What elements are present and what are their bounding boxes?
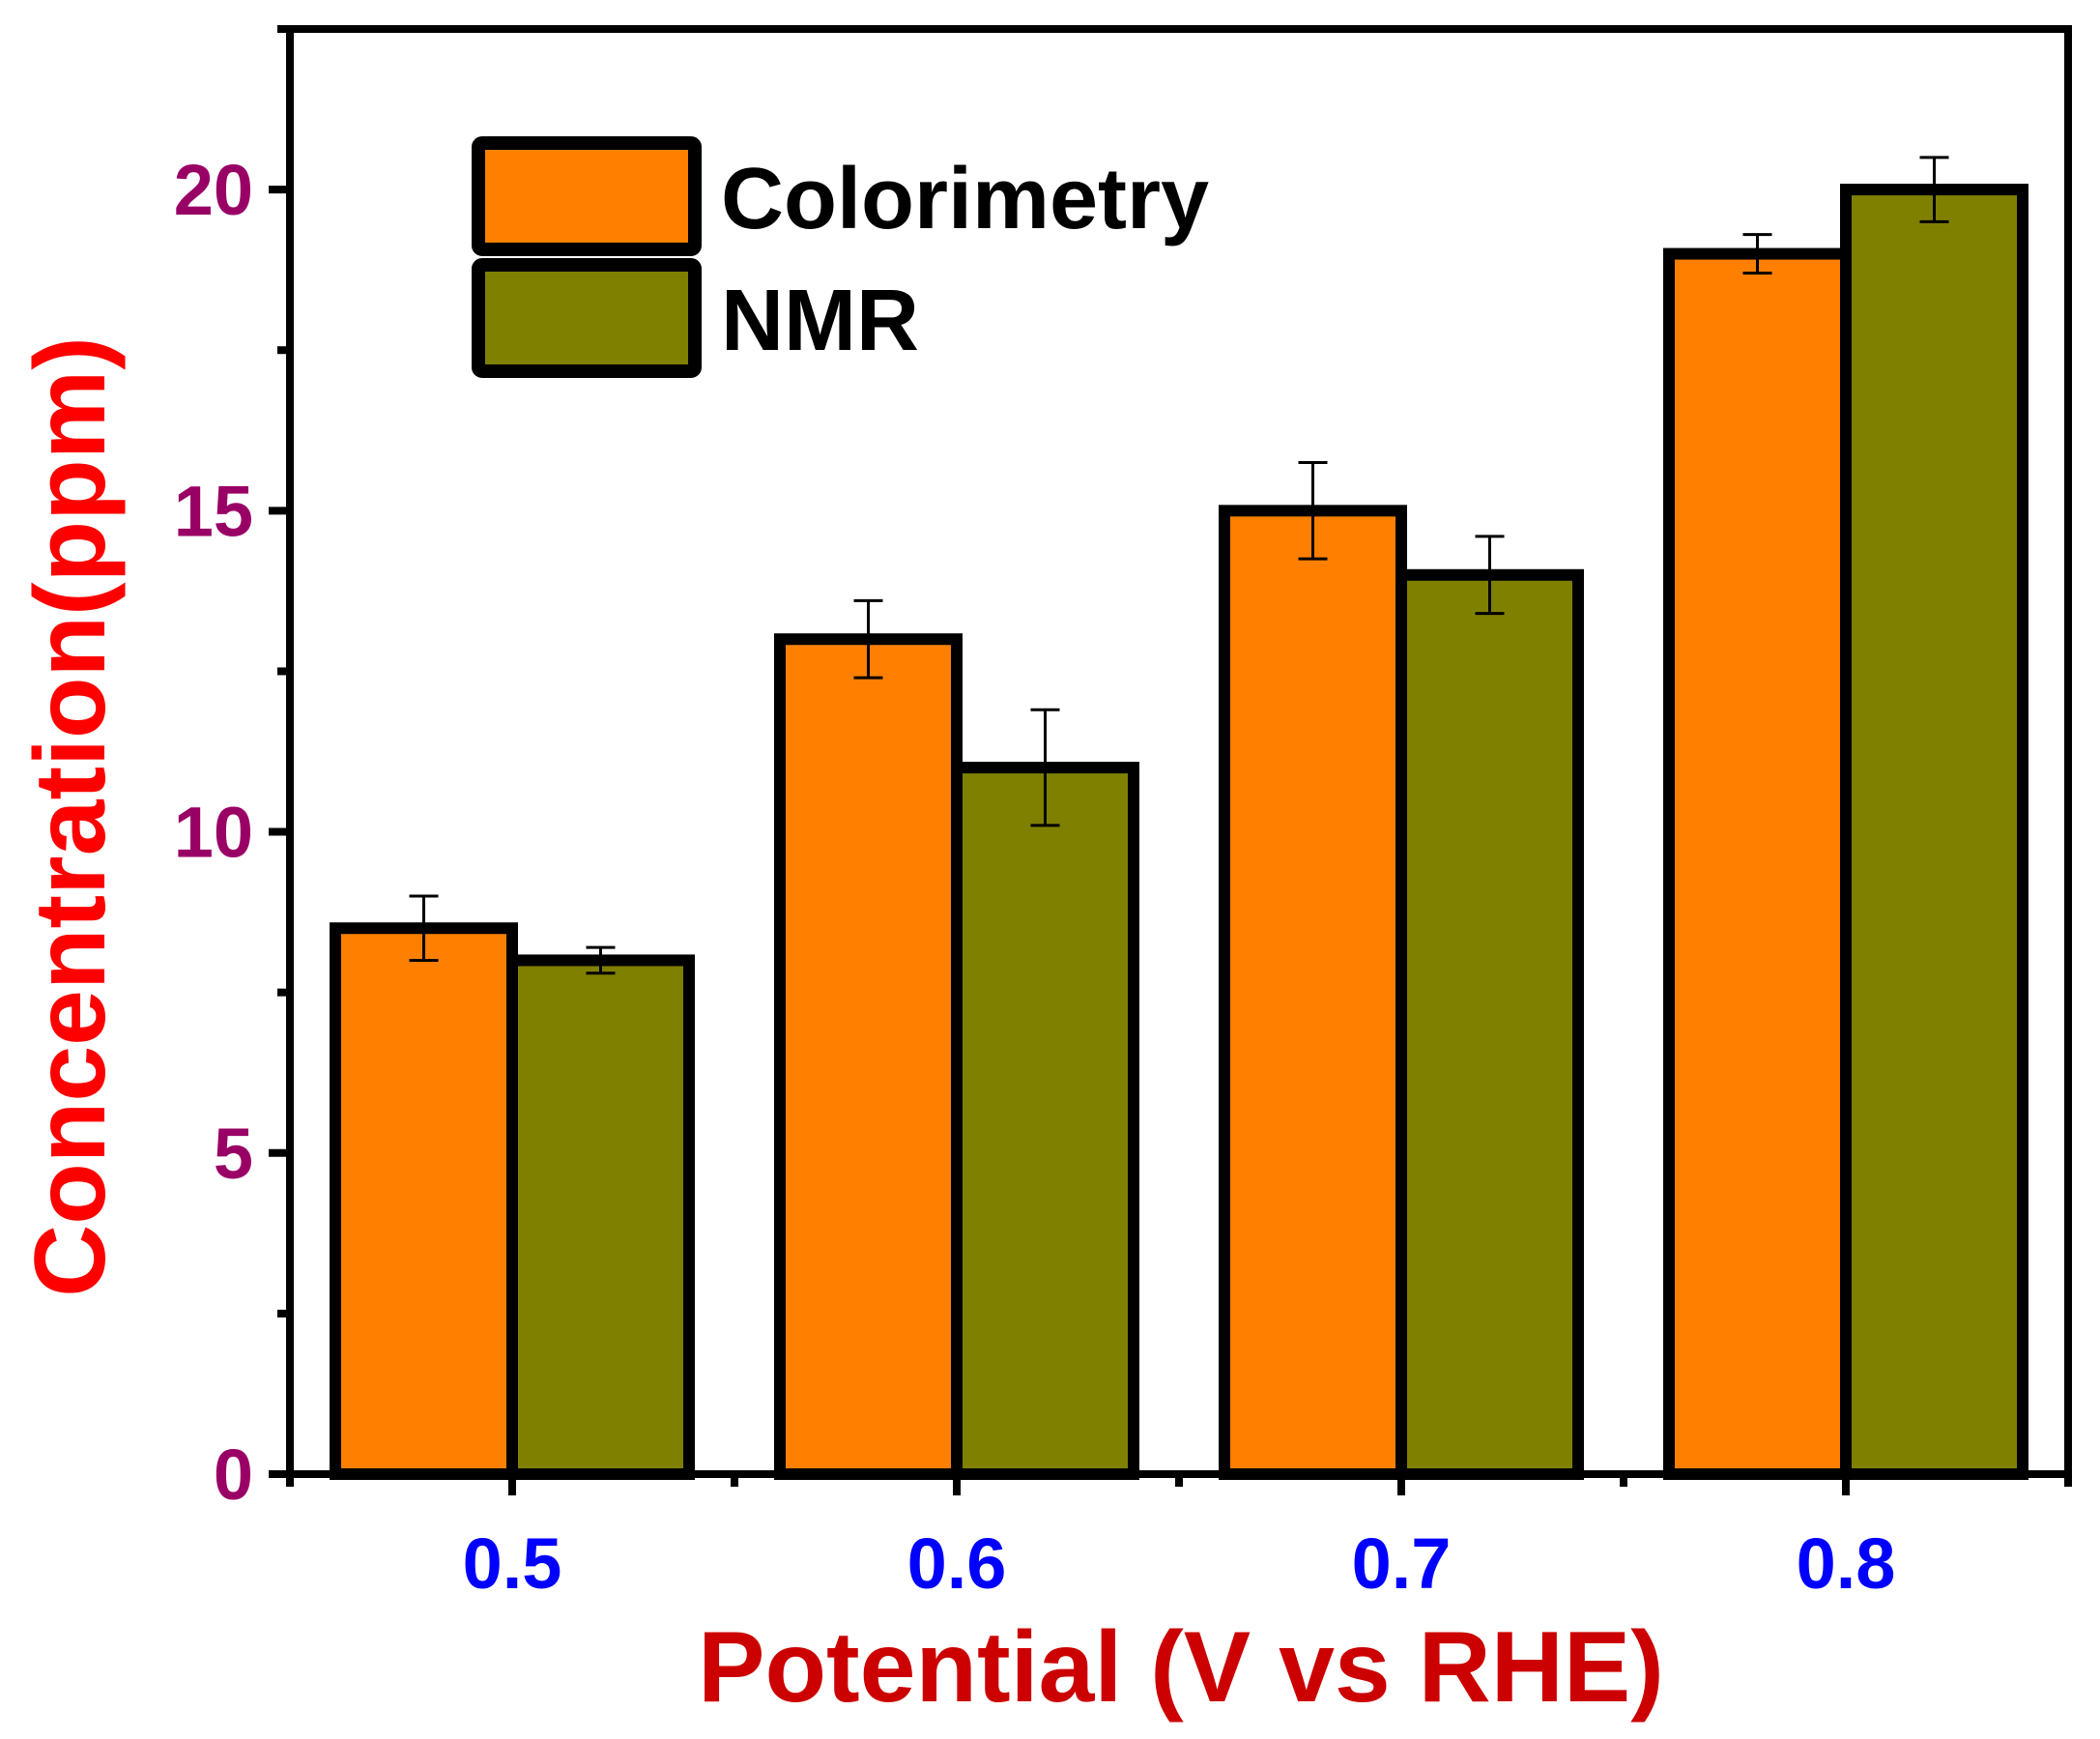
error-bar-nmr-0.8 <box>1919 156 1949 223</box>
y-tick-label-0: 0 <box>214 1435 253 1515</box>
legend-swatch-nmr <box>472 258 702 378</box>
bar-colorimetry-0.8 <box>1663 247 1852 1480</box>
bar-colorimetry-0.7 <box>1219 505 1407 1480</box>
x-tick-label-0.7: 0.7 <box>1352 1523 1452 1604</box>
legend: Colorimetry NMR <box>472 136 1209 378</box>
error-bar-colorimetry-0.7 <box>1298 461 1328 561</box>
tick-labels-layer: 0 5 10 15 20 0.5 0.6 0.7 0.8 <box>174 150 1896 1604</box>
error-bar-nmr-0.5 <box>586 945 616 975</box>
x-axis-title: Potential (V vs RHE) <box>698 1611 1664 1724</box>
bar-nmr-0.8 <box>1840 184 2028 1481</box>
error-bar-colorimetry-0.6 <box>853 598 883 680</box>
error-bar-colorimetry-0.8 <box>1742 233 1772 275</box>
x-tick-label-0.5: 0.5 <box>463 1523 562 1604</box>
y-axis-title: Concentration(ppm) <box>14 336 127 1297</box>
legend-swatch-colorimetry <box>472 136 702 256</box>
y-tick-label-5: 5 <box>214 1114 253 1194</box>
bar-nmr-0.6 <box>951 762 1139 1480</box>
legend-label-nmr: NMR <box>721 273 919 369</box>
x-tick-label-0.8: 0.8 <box>1797 1523 1896 1604</box>
bar-nmr-0.5 <box>506 954 695 1480</box>
x-tick-label-0.6: 0.6 <box>907 1523 1007 1604</box>
error-bar-nmr-0.7 <box>1475 535 1505 616</box>
error-bars-layer <box>409 156 1949 975</box>
error-bar-colorimetry-0.5 <box>409 894 439 962</box>
bar-colorimetry-0.5 <box>330 922 518 1480</box>
legend-label-colorimetry: Colorimetry <box>721 151 1209 247</box>
bar-colorimetry-0.6 <box>774 633 963 1480</box>
bar-nmr-0.7 <box>1395 568 1584 1480</box>
y-tick-label-20: 20 <box>174 150 253 230</box>
y-tick-label-10: 10 <box>174 793 253 873</box>
bars-layer <box>330 184 2028 1481</box>
axes-layer <box>269 25 2072 1495</box>
y-tick-label-15: 15 <box>174 471 253 551</box>
error-bar-nmr-0.6 <box>1030 708 1060 827</box>
